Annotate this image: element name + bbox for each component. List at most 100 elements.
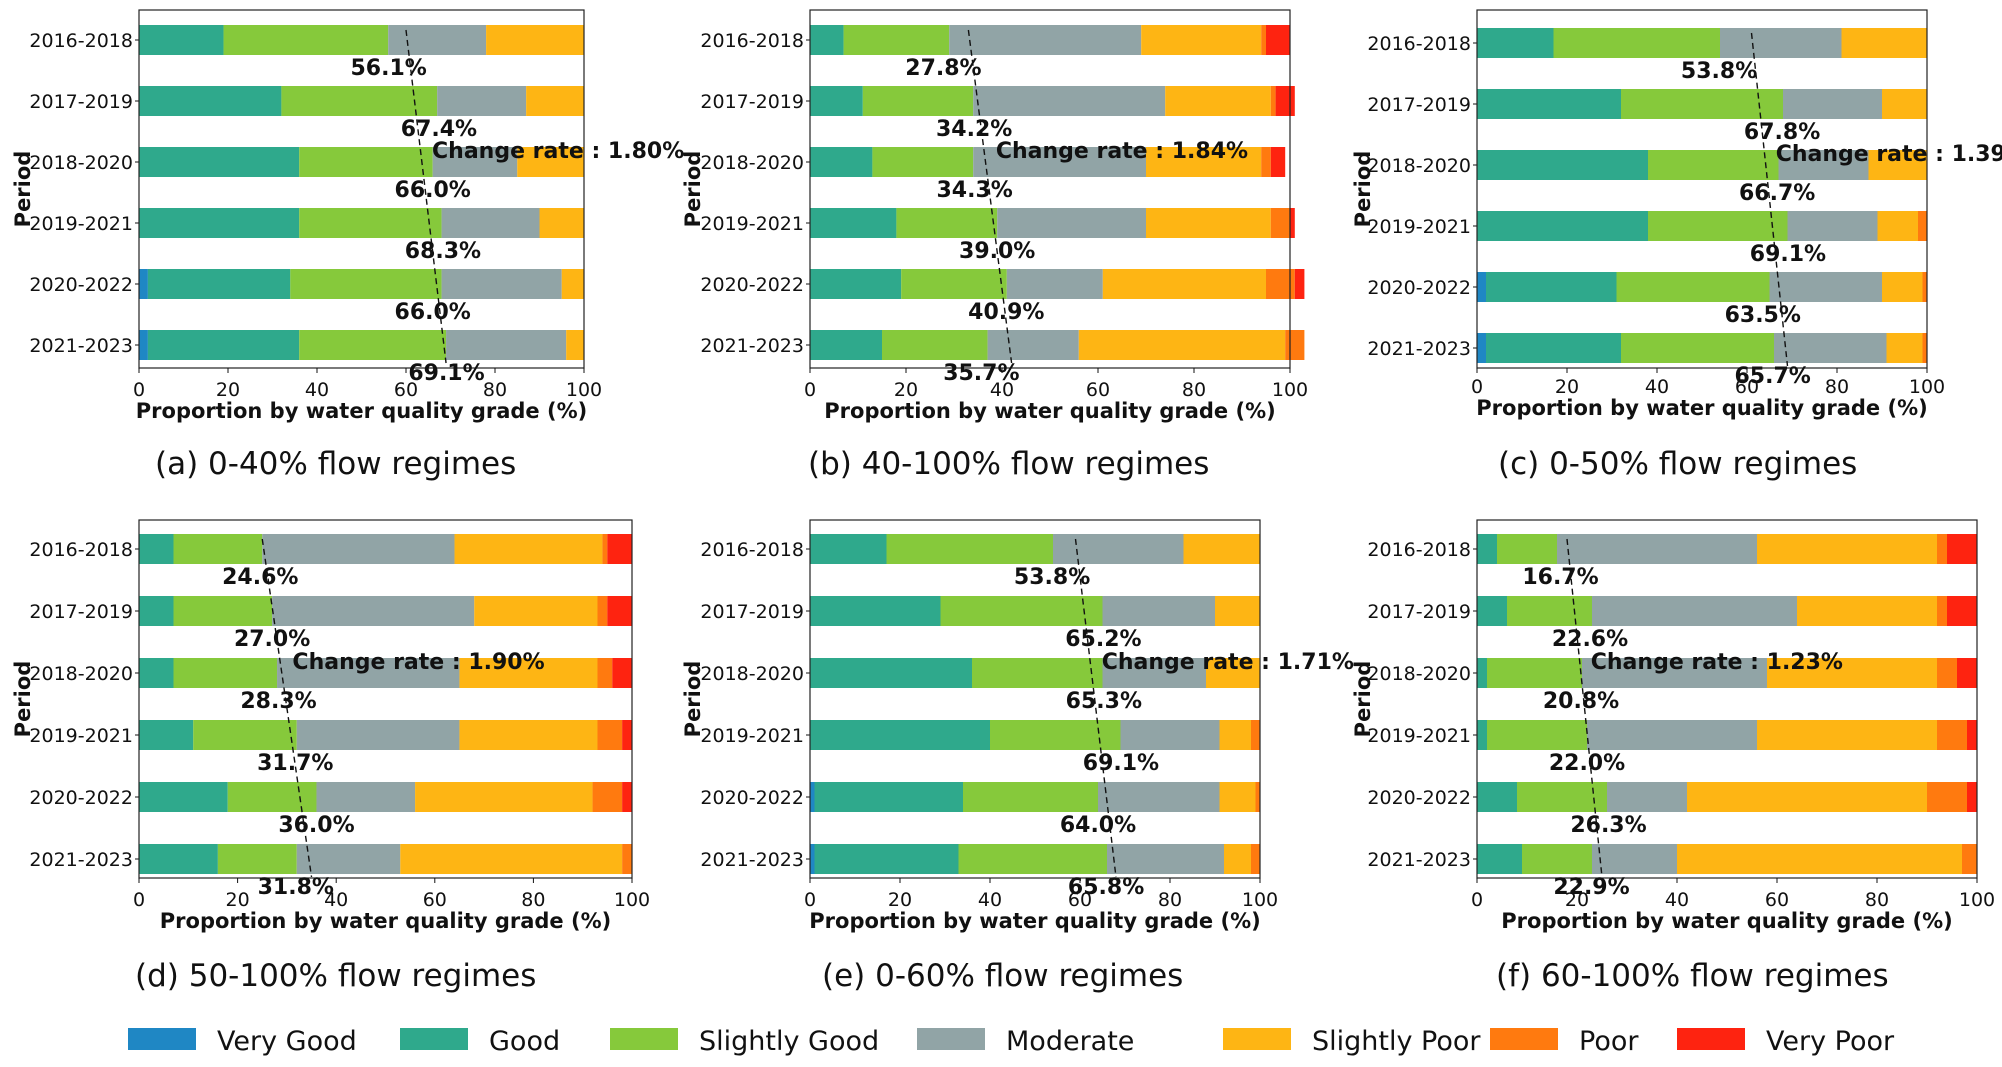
legend: Very Good Good Slightly Good Moderate Slight…: [128, 1026, 1895, 1057]
change-rate-label: Change rate : 1.39%: [1776, 142, 2002, 167]
bar-segment-slightly-good: [193, 720, 297, 750]
bar-segment-good: [1486, 272, 1617, 302]
bar-segment-poor: [1937, 658, 1957, 688]
bar-segment-very-poor: [1947, 596, 1977, 626]
bar-segment-poor: [622, 844, 632, 874]
bar-segment-slightly-poor: [1882, 272, 1923, 302]
legend-label: Very Good: [217, 1026, 357, 1057]
percentage-label: 26.3%: [1570, 813, 1646, 838]
bar-segment-slightly-good: [990, 720, 1121, 750]
x-tick-label: 40: [990, 379, 1014, 401]
bar-segment-moderate: [973, 147, 1146, 177]
percentage-label: 34.3%: [936, 178, 1012, 203]
percentage-label: 35.7%: [943, 361, 1019, 386]
percentage-label: 56.1%: [350, 56, 426, 81]
bar-segment-slightly-good: [896, 208, 998, 238]
y-tick-label: 2019-2021: [700, 725, 804, 747]
bar-segment-good: [810, 658, 972, 688]
y-tick-label: 2017-2019: [1367, 94, 1471, 116]
bar-segment-moderate: [1053, 534, 1184, 564]
bar-segment-slightly-good: [1507, 596, 1592, 626]
bar-segment-slightly-good: [886, 534, 1053, 564]
bar-segment-good: [1477, 211, 1648, 241]
y-tick-label: 2021-2023: [1367, 338, 1471, 360]
bar-segment-good: [1477, 534, 1497, 564]
change-rate-label: Change rate : 1.90%: [292, 650, 544, 675]
percentage-label: 65.8%: [1068, 875, 1144, 900]
y-tick-label: 2018-2020: [700, 152, 804, 174]
bar-segment-poor: [597, 720, 623, 750]
chart-panel-c: 2016-20182017-20192018-20202019-20212020…: [1351, 9, 2002, 482]
x-tick-label: 100: [1242, 889, 1278, 911]
bar-segment-slightly-good: [1621, 333, 1774, 363]
bar-segment-very-good: [810, 844, 815, 874]
percentage-label: 22.0%: [1549, 751, 1625, 776]
y-tick-label: 2020-2022: [700, 787, 804, 809]
y-tick-label: 2020-2022: [29, 274, 133, 296]
y-tick-label: 2018-2020: [1367, 155, 1471, 177]
bar-segment-very-poor: [612, 658, 632, 688]
trend-line: [261, 538, 313, 878]
percentage-label: 66.7%: [1739, 181, 1815, 206]
bar-segment-slightly-poor: [459, 720, 598, 750]
bar-segment-slightly-good: [1621, 89, 1783, 119]
bar-segment-moderate: [1557, 534, 1757, 564]
bar-segment-moderate: [1592, 844, 1677, 874]
x-tick-label: 80: [1182, 379, 1206, 401]
bar-segment-slightly-good: [1487, 658, 1582, 688]
bar-segment-slightly-poor: [1224, 844, 1251, 874]
bar-segment-slightly-good: [1616, 272, 1770, 302]
x-tick-label: 0: [1471, 889, 1483, 911]
bar-segment-slightly-good: [1648, 150, 1779, 180]
y-tick-label: 2021-2023: [700, 849, 804, 871]
bar-segment-slightly-poor: [517, 147, 584, 177]
bar-segment-slightly-good: [290, 269, 442, 299]
bar-segment-slightly-good: [882, 330, 988, 360]
bar-segment-moderate: [987, 330, 1079, 360]
bar-segment-slightly-poor: [526, 86, 584, 116]
bar-segment-slightly-poor: [486, 25, 584, 55]
x-tick-label: 40: [324, 889, 348, 911]
panel-caption: (b) 40-100% flow regimes: [808, 446, 1209, 482]
bar-segment-slightly-good: [958, 844, 1107, 874]
bar-segment-good: [139, 844, 218, 874]
legend-swatch-very-good: [128, 1028, 196, 1050]
y-tick-label: 2021-2023: [29, 849, 133, 871]
bar-segment-very-good: [810, 782, 815, 812]
x-axis-label: Proportion by water quality grade (%): [824, 399, 1275, 423]
bar-segment-poor: [1937, 596, 1947, 626]
percentage-label: 40.9%: [968, 300, 1044, 325]
y-tick-label: 2017-2019: [29, 601, 133, 623]
bar-segment-slightly-poor: [1165, 86, 1271, 116]
y-axis-label: Period: [11, 151, 35, 228]
bar-segment-slightly-good: [223, 25, 389, 55]
bar-segment-slightly-poor: [1677, 844, 1962, 874]
bar-segment-poor: [597, 596, 608, 626]
y-axis-label: Period: [11, 661, 35, 738]
bar-segment-very-poor: [1275, 86, 1295, 116]
bar-segment-moderate: [1102, 658, 1206, 688]
bar-segment-slightly-poor: [1886, 333, 1923, 363]
percentage-label: 53.8%: [1014, 565, 1090, 590]
percentage-label: 67.8%: [1744, 120, 1820, 145]
y-tick-label: 2020-2022: [700, 274, 804, 296]
percentage-label: 53.8%: [1681, 59, 1757, 84]
bar-segment-good: [810, 596, 941, 626]
bar-segment-good: [1477, 150, 1648, 180]
bar-segment-slightly-good: [1522, 844, 1592, 874]
percentage-label: 34.2%: [936, 117, 1012, 142]
y-tick-label: 2020-2022: [1367, 787, 1471, 809]
x-tick-label: 60: [1086, 379, 1110, 401]
x-tick-label: 60: [1068, 889, 1092, 911]
bar-segment-moderate: [949, 25, 1142, 55]
bar-segment-slightly-good: [1487, 720, 1587, 750]
bar-segment-good: [139, 720, 194, 750]
x-axis-label: Proportion by water quality grade (%): [809, 909, 1260, 933]
x-axis-label: Proportion by water quality grade (%): [160, 909, 611, 933]
bar-segment-moderate: [277, 658, 460, 688]
bar-segment-poor: [1962, 844, 1977, 874]
bar-segment-slightly-good: [173, 658, 278, 688]
y-tick-label: 2017-2019: [700, 601, 804, 623]
bar-segment-very-poor: [622, 782, 632, 812]
bar-segment-slightly-poor: [400, 844, 623, 874]
